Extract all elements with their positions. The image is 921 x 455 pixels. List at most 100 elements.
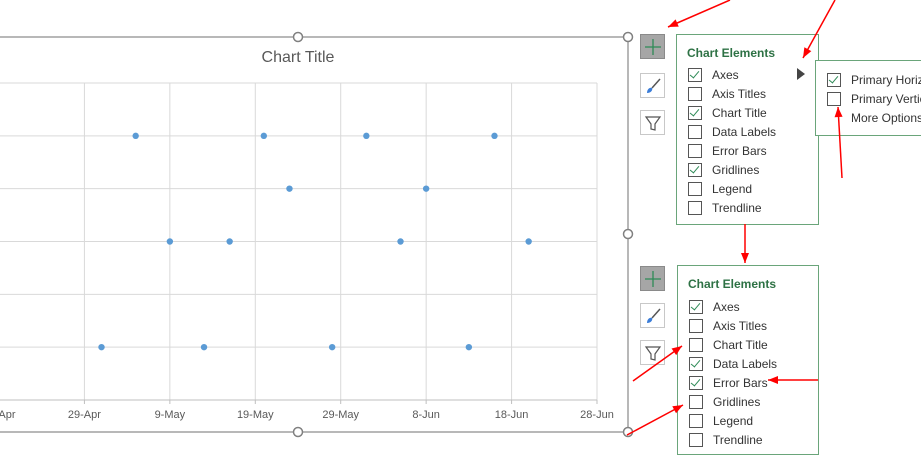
brush-icon [646, 78, 661, 93]
option-label: Data Labels [712, 125, 777, 139]
checkbox[interactable] [689, 357, 703, 371]
checkbox[interactable] [688, 87, 702, 101]
option-label: Error Bars [713, 376, 768, 390]
expand-arrow-icon[interactable] [796, 67, 806, 81]
option-label: Legend [713, 414, 754, 428]
chart-filters-button[interactable] [640, 110, 665, 135]
element-option-data-labels[interactable]: Data Labels [689, 355, 777, 373]
option-label: Gridlines [713, 395, 761, 409]
option-label: More Options... [851, 111, 921, 125]
chart-area[interactable]: Chart Title 19-Apr 29-Apr 9-May 19-May 29-Ma… [0, 0, 921, 445]
x-tick-label: 9-May [155, 409, 186, 421]
x-tick-label: 19-Apr [0, 409, 16, 421]
x-tick-label: 29-Apr [68, 409, 101, 421]
plus-icon [644, 270, 661, 287]
resize-handle[interactable] [622, 228, 634, 240]
option-label: Error Bars [712, 144, 767, 158]
chart-filters-button-2[interactable] [640, 340, 665, 365]
data-point[interactable] [328, 343, 336, 351]
plus-icon [644, 38, 661, 55]
data-point[interactable] [98, 343, 105, 351]
option-label: Trendline [712, 201, 762, 215]
element-option-trendline[interactable]: Trendline [689, 431, 763, 449]
checkbox[interactable] [827, 92, 841, 106]
option-label: Primary Horizontal [851, 73, 921, 87]
panel-heading: Chart Elements [688, 277, 777, 291]
x-tick-label: 28-Jun [580, 409, 614, 421]
panel-heading: Chart Elements [687, 46, 776, 60]
checkbox[interactable] [689, 319, 703, 333]
resize-handle[interactable] [292, 31, 304, 43]
data-point[interactable] [132, 132, 139, 140]
option-label: Axis Titles [713, 319, 768, 333]
checkbox[interactable] [688, 144, 702, 158]
x-tick-label: 8-Jun [412, 409, 440, 421]
element-option-primary-horizontal[interactable]: Primary Horizontal [827, 71, 921, 89]
checkbox[interactable] [689, 376, 703, 390]
brush-icon [646, 308, 661, 323]
element-option-axes[interactable]: Axes [689, 298, 740, 316]
resize-handle[interactable] [622, 426, 634, 438]
element-option-axes[interactable]: Axes [688, 66, 739, 84]
option-label: Legend [712, 182, 753, 196]
axes-submenu: Primary Horizontal Primary Vertical More O… [815, 60, 921, 136]
element-option-error-bars[interactable]: Error Bars [689, 374, 768, 392]
chart-border [0, 36, 629, 433]
option-label: Axis Titles [712, 87, 767, 101]
element-option-data-labels[interactable]: Data Labels [688, 123, 776, 141]
filter-icon [644, 115, 661, 131]
chart-styles-button[interactable] [640, 73, 665, 98]
data-point[interactable] [422, 185, 430, 192]
element-option-legend[interactable]: Legend [688, 180, 752, 198]
checkbox[interactable] [688, 182, 702, 196]
element-option-legend[interactable]: Legend [689, 412, 753, 430]
data-point[interactable] [363, 132, 370, 140]
checkbox[interactable] [688, 163, 702, 177]
chart-elements-button[interactable] [640, 34, 665, 59]
data-point[interactable] [166, 238, 174, 245]
data-point[interactable] [226, 238, 233, 245]
data-point[interactable] [260, 132, 268, 140]
chart-styles-button-2[interactable] [640, 303, 665, 328]
chart-elements-button-2[interactable] [640, 266, 665, 291]
option-label: Axes [712, 68, 739, 82]
element-option-trendline[interactable]: Trendline [688, 199, 762, 217]
chart-elements-panel: Chart Elements Axes Axis Titles Chart Titl… [676, 34, 819, 225]
data-point[interactable] [286, 185, 293, 192]
chart-elements-panel-2: Chart Elements Axes Axis Titles Chart Titl… [677, 265, 819, 455]
element-option-gridlines[interactable]: Gridlines [689, 393, 760, 411]
option-label: Chart Title [713, 338, 768, 352]
checkbox[interactable] [689, 395, 703, 409]
checkbox[interactable] [688, 68, 702, 82]
resize-handle[interactable] [622, 31, 634, 43]
element-option-primary-vertical[interactable]: Primary Vertical [827, 90, 921, 108]
x-tick-label: 18-Jun [495, 409, 529, 421]
data-point[interactable] [465, 343, 473, 351]
checkbox[interactable] [688, 106, 702, 120]
element-option-chart-title[interactable]: Chart Title [689, 336, 768, 354]
data-point[interactable] [397, 238, 404, 245]
element-option-chart-title[interactable]: Chart Title [688, 104, 767, 122]
chart-title[interactable]: Chart Title [262, 49, 335, 66]
element-option-gridlines[interactable]: Gridlines [688, 161, 759, 179]
option-label: Trendline [713, 433, 763, 447]
filter-icon [644, 345, 661, 361]
element-option-error-bars[interactable]: Error Bars [688, 142, 767, 160]
element-option-axis-titles[interactable]: Axis Titles [688, 85, 766, 103]
data-point[interactable] [200, 343, 208, 351]
checkbox[interactable] [689, 338, 703, 352]
option-label: Axes [713, 300, 740, 314]
data-point[interactable] [525, 238, 532, 245]
checkbox[interactable] [689, 414, 703, 428]
checkbox[interactable] [688, 201, 702, 215]
element-option-axis-titles[interactable]: Axis Titles [689, 317, 767, 335]
option-label: Gridlines [712, 163, 760, 177]
option-label: Chart Title [712, 106, 767, 120]
resize-handle[interactable] [292, 426, 304, 438]
x-tick-label: 29-May [322, 409, 359, 421]
checkbox[interactable] [827, 73, 841, 87]
element-option-more-options[interactable]: More Options... [827, 109, 921, 127]
data-point[interactable] [491, 132, 498, 140]
checkbox[interactable] [689, 300, 703, 314]
checkbox[interactable] [688, 125, 702, 139]
